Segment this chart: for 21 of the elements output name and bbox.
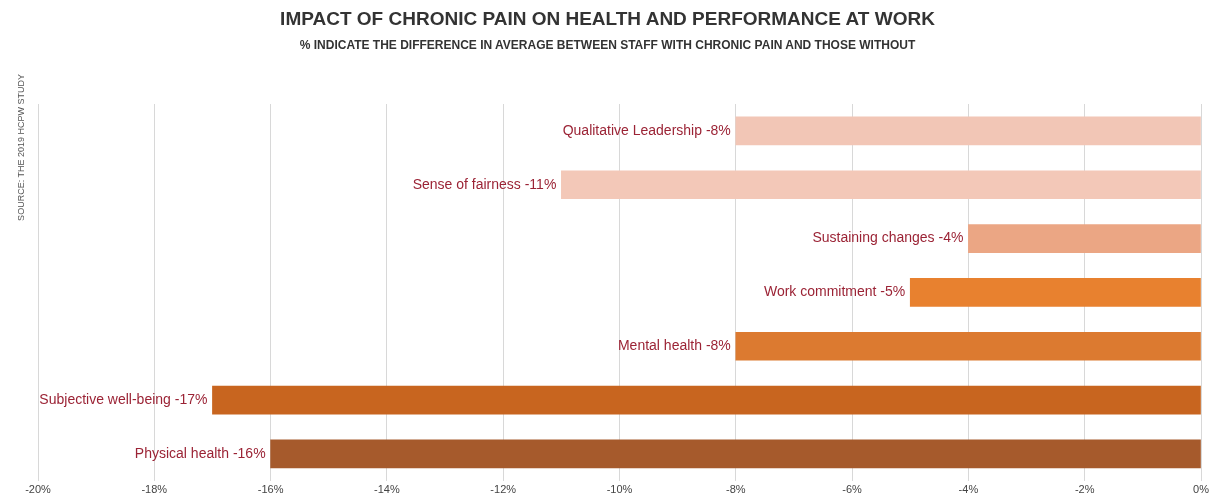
x-tick-label: -8%	[726, 483, 746, 496]
chart-subtitle: % INDICATE THE DIFFERENCE IN AVERAGE BETWEEN STAFF WITH CHRONIC PAIN AND THOSE WITHOUT	[298, 38, 917, 52]
x-tick-label: -14%	[374, 483, 400, 496]
category-label: Qualitative Leadership -8%	[562, 121, 731, 138]
x-tick-label: -4%	[958, 483, 979, 496]
source-note: SOURCE: THE 2019 HCPW STUDY	[16, 74, 27, 221]
x-tick-label: -10%	[606, 483, 633, 496]
category-label: Work commitment -5%	[763, 283, 906, 300]
x-tick-label: -6%	[842, 483, 863, 496]
chart-title: IMPACT OF CHRONIC PAIN ON HEALTH AND PERFORMANCE AT WORK	[279, 8, 936, 30]
x-tick-label: -20%	[25, 483, 52, 496]
category-label: Sustaining changes -4%	[812, 229, 964, 246]
category-label: Physical health -16%	[134, 444, 266, 461]
x-tick-label: -12%	[490, 483, 517, 496]
category-label: Subjective well-being -17%	[39, 390, 208, 407]
x-tick-label: -16%	[257, 483, 284, 496]
x-tick-label: -18%	[141, 483, 168, 496]
x-tick-label: -2%	[1074, 483, 1095, 496]
category-label: Mental health -8%	[617, 337, 731, 354]
category-label: Sense of fairness -11%	[412, 175, 557, 192]
x-tick-label: 0%	[1193, 483, 1210, 496]
